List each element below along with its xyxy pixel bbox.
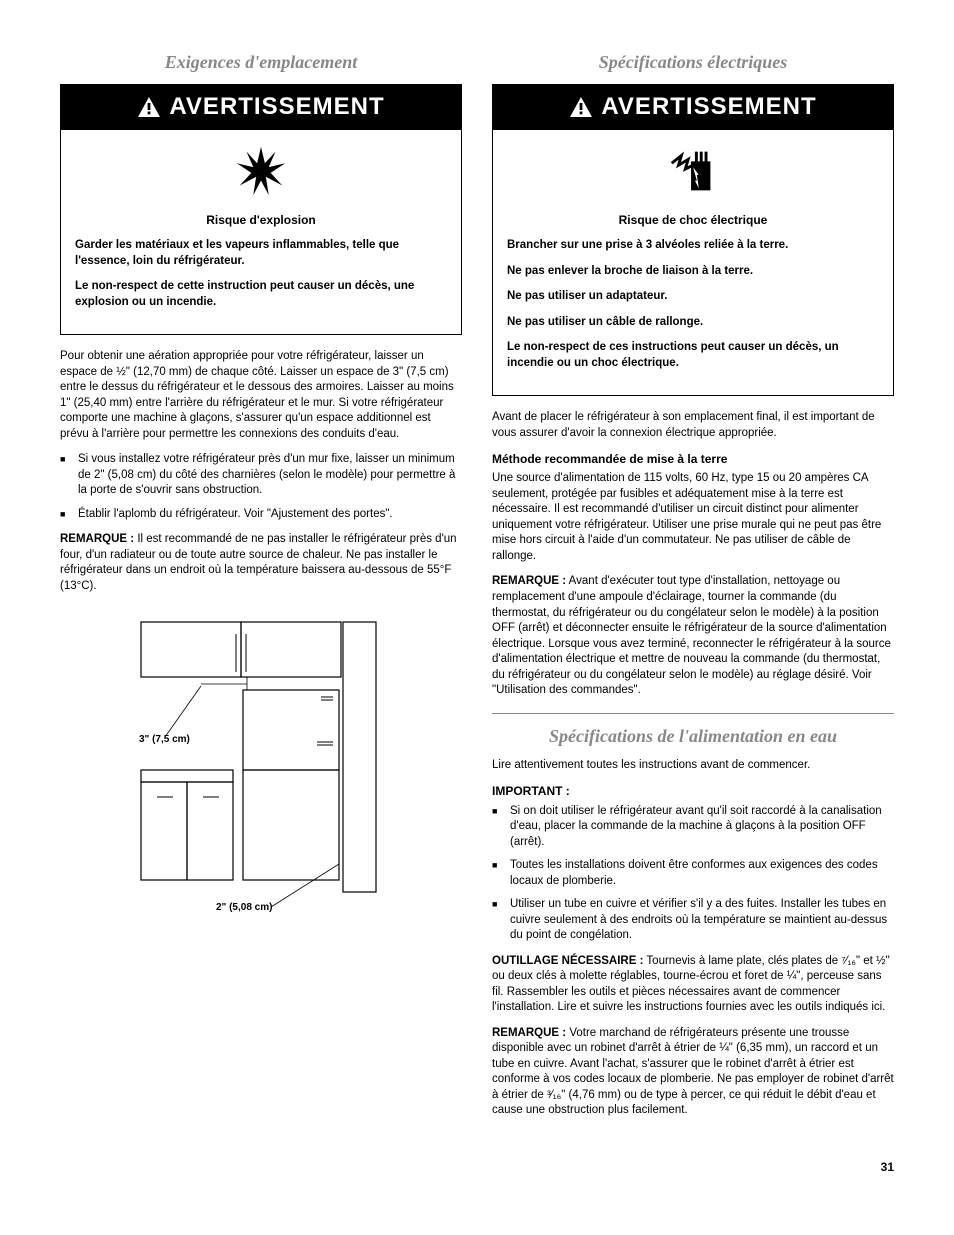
explosion-icon [232,142,290,200]
left-warning-header: AVERTISSEMENT [61,85,461,129]
left-warning-subtitle: Risque d'explosion [61,212,461,228]
left-intro: Pour obtenir une aération appropriée pou… [60,349,462,442]
left-warn-line-1: Garder les matériaux et les vapeurs infl… [75,238,447,269]
left-bullet-1: Si vous installez votre réfrigérateur pr… [60,452,462,499]
right-title: Spécifications électriques [492,50,894,74]
diagram-svg: 3" (7,5 cm) 2" (5,08 cm) [121,612,401,912]
water-bullet-1: Si on doit utiliser le réfrigérateur ava… [492,804,894,851]
shock-icon-wrap [493,130,893,212]
right-warning-header: AVERTISSEMENT [493,85,893,129]
right-intro: Avant de placer le réfrigérateur à son e… [492,410,894,441]
left-bullets: Si vous installez votre réfrigérateur pr… [60,452,462,522]
water-bullets: Si on doit utiliser le réfrigérateur ava… [492,804,894,944]
right-column: Spécifications électriques AVERTISSEMENT [492,50,894,1129]
diag-label-top: 3" (7,5 cm) [139,734,190,745]
section-divider [492,713,894,714]
right-warning-body: Brancher sur une prise à 3 alvéoles reli… [493,238,893,395]
warning-triangle-icon [569,96,593,118]
right-warn-line-1: Brancher sur une prise à 3 alvéoles reli… [507,238,879,254]
left-warn-line-2: Le non-respect de cette instruction peut… [75,279,447,310]
diag-label-bottom: 2" (5,08 cm) [216,902,272,912]
shock-icon [664,142,722,200]
right-warning-subtitle: Risque de choc électrique [493,212,893,228]
water-bullet-3: Utiliser un tube en cuivre et vérifier s… [492,897,894,944]
left-title: Exigences d'emplacement [60,50,462,74]
method-para: Une source d'alimentation de 115 volts, … [492,471,894,564]
water-bullet-2: Toutes les installations doivent être co… [492,858,894,889]
left-warning-box: AVERTISSEMENT Risque d'explosion Garder … [60,84,462,335]
right-remark2: REMARQUE : Votre marchand de réfrigérate… [492,1026,894,1119]
tools-para: OUTILLAGE NÉCESSAIRE : Tournevis à lame … [492,954,894,1016]
right-warn-line-2: Ne pas enlever la broche de liaison à la… [507,264,879,280]
clearance-diagram: 3" (7,5 cm) 2" (5,08 cm) [60,612,462,916]
right-remark2-label: REMARQUE : [492,1027,566,1039]
left-warning-body: Garder les matériaux et les vapeurs infl… [61,238,461,334]
warning-triangle-icon [137,96,161,118]
grounding-subhead: Méthode recommandée de mise à la terre [492,451,894,467]
right-warn-line-5: Le non-respect de ces instructions peut … [507,340,879,371]
right-remark1-text: Avant d'exécuter tout type d'installatio… [492,575,891,696]
water-title: Spécifications de l'alimentation en eau [492,724,894,748]
right-warn-line-3: Ne pas utiliser un adaptateur. [507,289,879,305]
explosion-icon-wrap [61,130,461,212]
right-remark1-label: REMARQUE : [492,575,566,587]
left-remark: REMARQUE : Il est recommandé de ne pas i… [60,532,462,594]
right-remark2-text: Votre marchand de réfrigérateurs présent… [492,1027,894,1117]
left-warning-label: AVERTISSEMENT [169,91,384,123]
right-warning-box: AVERTISSEMENT Risque de choc électrique … [492,84,894,396]
right-warn-line-4: Ne pas utiliser un câble de rallonge. [507,315,879,331]
left-remark-label: REMARQUE : [60,533,134,545]
water-intro: Lire attentivement toutes les instructio… [492,758,894,774]
page-columns: Exigences d'emplacement AVERTISSEMENT Ri… [60,50,894,1129]
important-label: IMPORTANT : [492,783,894,799]
right-warning-label: AVERTISSEMENT [601,91,816,123]
left-column: Exigences d'emplacement AVERTISSEMENT Ri… [60,50,462,1129]
right-remark1: REMARQUE : Avant d'exécuter tout type d'… [492,574,894,698]
left-bullet-2: Établir l'aplomb du réfrigérateur. Voir … [60,507,462,523]
tools-label: OUTILLAGE NÉCESSAIRE : [492,955,643,967]
page-number: 31 [60,1159,894,1175]
